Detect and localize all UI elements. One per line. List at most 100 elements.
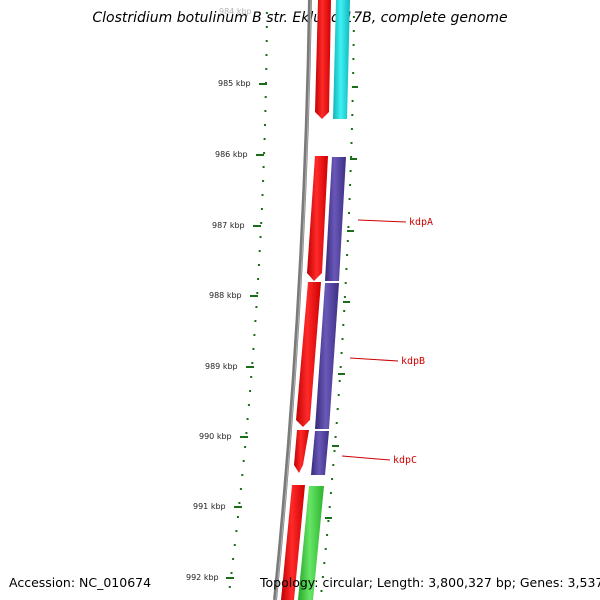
ruler-dot	[252, 348, 255, 350]
right-track-dot	[350, 128, 353, 130]
right-track-dot	[331, 478, 334, 480]
right-track-dot	[348, 198, 351, 200]
right-track-dot	[349, 184, 352, 186]
right-track-dot	[337, 394, 340, 396]
ruler-label-987: 987 kbp	[212, 221, 245, 230]
ruler-tick-989: 989 kbp	[205, 362, 254, 371]
topology-text: Topology: circular; Length: 3,800,327 bp…	[260, 575, 600, 590]
ruler-minor-ticks	[228, 12, 268, 588]
right-track-dot	[352, 30, 355, 32]
right-track-dot	[350, 156, 353, 158]
ruler-dot	[260, 222, 263, 224]
ruler-dot	[250, 376, 253, 378]
ruler-dot	[262, 180, 265, 182]
ruler-dot	[258, 264, 260, 266]
ruler-dot	[264, 96, 267, 98]
right-track-dot	[333, 450, 336, 452]
ruler-tick-987: 987 kbp	[212, 221, 261, 230]
right-track-dot	[332, 464, 335, 466]
ruler-dot	[263, 138, 266, 140]
right-track-dot	[323, 562, 326, 564]
right-track-dot	[352, 44, 355, 46]
right-track-dot	[320, 590, 323, 592]
ruler-tick-984: 984 kbp	[219, 7, 252, 16]
right-track-dot	[351, 100, 354, 102]
genome-backbone	[273, 0, 312, 600]
gene-label-kdpC: kdpC	[393, 455, 417, 466]
ruler-dot	[265, 68, 268, 70]
right-track-dot	[343, 310, 346, 312]
ruler-tick-986: 986 kbp	[215, 150, 264, 159]
ruler-dot	[253, 334, 256, 336]
ruler-dot	[242, 460, 245, 462]
ruler-dot	[235, 530, 238, 532]
ruler-dot	[245, 432, 248, 434]
right-track-dot	[348, 212, 350, 214]
right-track-dot	[336, 408, 339, 410]
ruler-dot	[256, 292, 259, 294]
right-track-dot	[344, 282, 347, 284]
right-track-dot	[335, 422, 338, 424]
right-track-dot	[352, 58, 355, 60]
gene-purple-2	[315, 283, 339, 429]
gene-green	[298, 486, 324, 600]
ruler-tick-991: 991 kbp	[193, 502, 242, 511]
ruler-label-986: 986 kbp	[215, 150, 248, 159]
ruler-dot	[230, 572, 233, 574]
gene-red-kdpA	[307, 156, 328, 281]
ruler-label-985: 985 kbp	[218, 79, 251, 88]
ruler-dot	[265, 26, 268, 28]
ruler-tick-990: 990 kbp	[199, 432, 248, 441]
right-track-dot	[324, 548, 327, 550]
ruler-dot	[239, 488, 242, 490]
right-track-dot	[343, 296, 346, 298]
ruler-dot	[233, 544, 236, 546]
gene-red-kdpB	[296, 282, 321, 427]
ruler-dot	[260, 208, 263, 210]
right-track-minor-ticks	[320, 16, 355, 592]
label-kdpB: kdpB	[349, 356, 425, 367]
ruler-dot	[265, 54, 268, 56]
ruler-dot	[263, 152, 266, 154]
right-track-dot	[346, 240, 349, 242]
right-track-dot	[350, 142, 353, 144]
ruler-label-990: 990 kbp	[199, 432, 232, 441]
right-track-dot	[328, 506, 331, 508]
ruler-dot	[249, 390, 252, 392]
ruler-label-991: 991 kbp	[193, 502, 226, 511]
right-track-dot	[352, 16, 355, 18]
ruler-dot	[254, 320, 257, 322]
gene-purple-1	[325, 157, 346, 281]
right-track-dot	[346, 254, 349, 256]
right-track-dot	[347, 226, 350, 228]
right-track-dot	[352, 72, 355, 74]
label-kdpA: kdpA	[357, 217, 433, 228]
ruler-dot	[238, 502, 241, 504]
right-track-dot	[339, 366, 342, 368]
map-title: Clostridium botulinum B str. Eklund 17B,…	[92, 10, 508, 26]
ruler-dot	[241, 474, 244, 476]
ruler-dot	[261, 194, 264, 196]
genome-backbone-highlight	[275, 0, 312, 600]
right-track-dot	[326, 534, 329, 536]
right-track-dot	[338, 380, 341, 382]
ruler-dot	[251, 362, 254, 364]
right-track-dot	[345, 268, 348, 270]
ruler-dot	[232, 558, 235, 560]
gene-label-kdpA: kdpA	[409, 217, 433, 228]
right-track-dot	[334, 436, 337, 438]
ruler-dot	[258, 250, 261, 252]
ruler-tick-988: 988 kbp	[209, 291, 258, 300]
gene-cyan	[333, 0, 350, 119]
ruler-dot	[246, 418, 249, 420]
ruler-label-984: 984 kbp	[219, 7, 252, 16]
right-track-dot	[327, 520, 330, 522]
ruler-dot	[247, 404, 250, 406]
right-track-dot	[340, 352, 343, 354]
gene-red-5	[281, 485, 305, 600]
ruler-dot	[244, 446, 247, 448]
right-track-dot	[351, 114, 354, 116]
gene-red-1	[315, 0, 331, 119]
gene-label-kdpB: kdpB	[401, 356, 425, 367]
